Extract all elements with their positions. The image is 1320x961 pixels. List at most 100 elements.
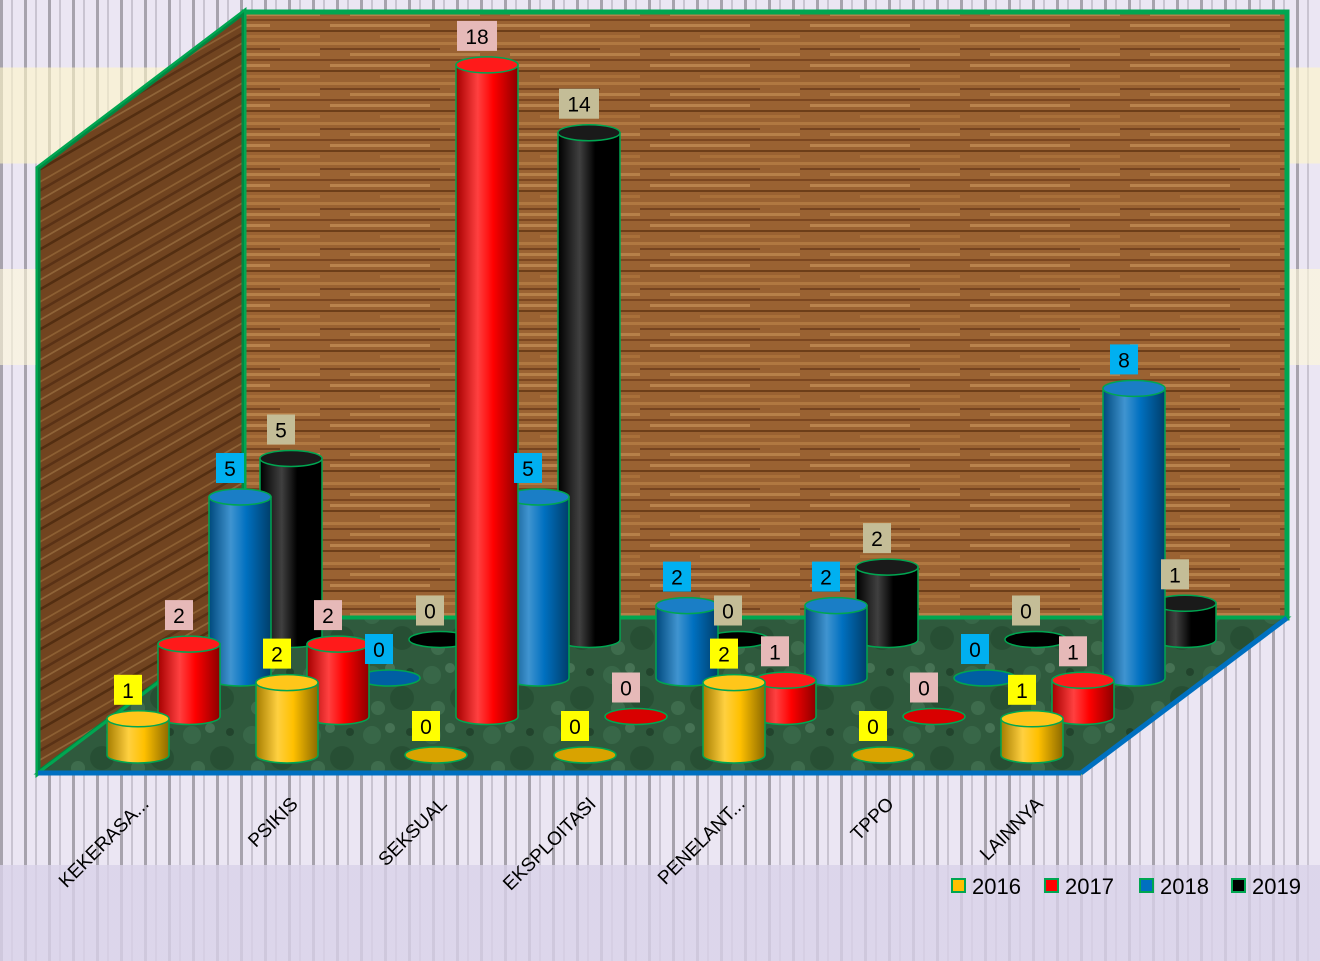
data-label-2016-1: 1 xyxy=(114,674,142,705)
data-label-bg xyxy=(710,638,738,669)
chart-side-wall-shade xyxy=(38,12,244,773)
data-label-text: 14 xyxy=(567,94,591,117)
bar-2019-5 xyxy=(855,558,919,649)
bar-body xyxy=(455,64,519,726)
bar-top xyxy=(604,707,668,726)
data-label-2019-5: 2 xyxy=(863,523,891,554)
data-label-bg xyxy=(663,561,691,592)
data-label-text: 0 xyxy=(918,678,930,701)
bar-top xyxy=(702,673,766,692)
bar-top xyxy=(655,596,719,615)
bar-2016-7 xyxy=(1000,710,1064,764)
data-label-bg xyxy=(412,711,440,741)
data-label-text: 0 xyxy=(722,601,734,624)
data-label-2016-3: 0 xyxy=(412,711,440,741)
data-label-text: 0 xyxy=(1020,601,1032,624)
bar-2017-5 xyxy=(753,671,817,726)
data-label-bg xyxy=(761,636,789,667)
bar-top xyxy=(953,669,1017,687)
bar-top xyxy=(1051,671,1115,690)
data-label-bg xyxy=(365,634,393,664)
data-label-text: 2 xyxy=(820,567,832,590)
data-label-bg xyxy=(812,561,840,592)
data-label-2018-1: 5 xyxy=(216,453,244,483)
bar-2019-3 xyxy=(557,123,621,649)
data-label-2018-6: 0 xyxy=(961,634,989,664)
legend-label: 2017 xyxy=(1065,874,1114,899)
data-label-2017-5: 1 xyxy=(761,636,789,667)
data-label-2019-7: 1 xyxy=(1161,559,1189,590)
data-label-text: 0 xyxy=(569,716,581,739)
bar-body xyxy=(655,604,719,687)
bar-2017-4 xyxy=(604,707,668,726)
legend-swatch xyxy=(951,878,966,893)
bar-2016-2 xyxy=(255,673,319,764)
bar-top xyxy=(208,488,272,506)
data-label-2018-5: 2 xyxy=(812,561,840,592)
bar-top xyxy=(855,558,919,576)
legend-label: 2016 xyxy=(972,874,1021,899)
bar-top xyxy=(255,673,319,692)
data-label-2018-3: 5 xyxy=(514,453,542,483)
data-label-text: 18 xyxy=(465,26,488,49)
bar-top xyxy=(1004,630,1068,649)
data-label-text: 1 xyxy=(122,680,134,703)
data-label-bg xyxy=(561,711,589,741)
bar-body xyxy=(804,604,868,687)
bar-top xyxy=(404,746,468,764)
data-label-text: 2 xyxy=(271,644,283,667)
data-label-bg xyxy=(910,672,938,703)
data-label-text: 5 xyxy=(522,458,534,481)
data-label-bg xyxy=(165,600,193,631)
data-label-2018-4: 2 xyxy=(663,561,691,592)
data-label-bg xyxy=(514,453,542,483)
data-label-text: 8 xyxy=(1118,349,1130,372)
bar-top xyxy=(557,123,621,142)
bar-top xyxy=(306,635,370,653)
bar-2019-6 xyxy=(1004,630,1068,649)
data-labels-layer: 5 0 14 0 2 0 1 5 0 5 2 2 0 8 2 2 18 0 1 0 1 1 2 0 0 2 0 1 xyxy=(114,20,1189,741)
legend-swatch xyxy=(1139,878,1154,893)
data-label-2017-4: 0 xyxy=(612,672,640,703)
bar-body xyxy=(255,681,319,764)
bar-body xyxy=(1102,387,1166,687)
data-label-2019-2: 0 xyxy=(416,595,444,626)
data-label-text: 1 xyxy=(1016,680,1028,703)
data-label-text: 2 xyxy=(718,644,730,667)
data-label-2018-2: 0 xyxy=(365,634,393,664)
legend-swatch xyxy=(1231,878,1246,893)
bar-2018-5 xyxy=(804,596,868,687)
data-label-text: 5 xyxy=(224,458,236,481)
data-label-2016-7: 1 xyxy=(1008,674,1036,705)
bar-body xyxy=(157,643,221,726)
bar-2018-4 xyxy=(655,596,719,687)
data-label-bg xyxy=(263,638,291,669)
data-label-bg xyxy=(714,595,742,626)
data-label-text: 1 xyxy=(1169,564,1181,587)
bar-body xyxy=(1000,718,1064,764)
data-label-text: 0 xyxy=(620,678,632,701)
bar-2016-1 xyxy=(106,710,170,764)
bar-top xyxy=(455,56,519,74)
data-label-2017-6: 0 xyxy=(910,672,938,703)
data-label-bg xyxy=(114,674,142,705)
data-label-2018-7: 8 xyxy=(1110,344,1138,375)
data-label-bg xyxy=(1008,674,1036,705)
data-label-2016-5: 2 xyxy=(710,638,738,669)
data-label-bg xyxy=(961,634,989,664)
data-label-bg xyxy=(314,600,342,631)
data-label-bg xyxy=(1110,344,1138,375)
bar-2017-1 xyxy=(157,635,221,726)
bar-top xyxy=(851,746,915,764)
data-label-2017-3: 18 xyxy=(457,20,497,51)
data-label-bg xyxy=(859,711,887,741)
data-label-text: 2 xyxy=(173,605,185,628)
data-label-bg xyxy=(1012,595,1040,626)
bar-2017-3 xyxy=(455,56,519,726)
legend-label: 2018 xyxy=(1160,874,1209,899)
data-label-2016-2: 2 xyxy=(263,638,291,669)
legend-item-2017: 2017 xyxy=(1044,874,1114,899)
data-label-bg xyxy=(267,414,295,445)
